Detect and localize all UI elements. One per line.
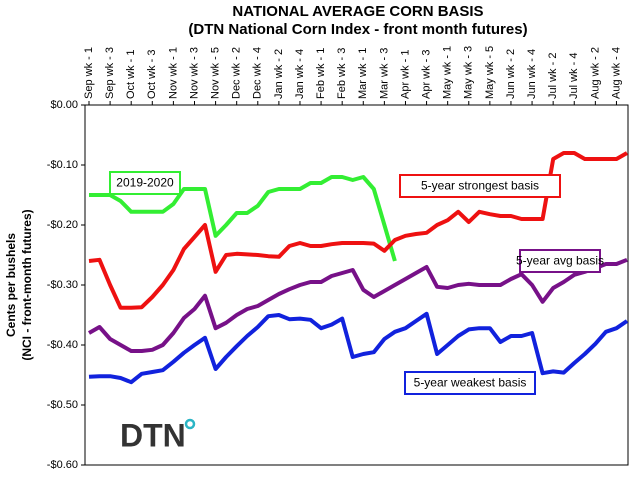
x-tick-label: May wk - 3 [463, 46, 475, 99]
legend-label: 5-year avg basis [516, 254, 604, 268]
x-tick-label: Jun wk - 2 [505, 49, 517, 99]
x-tick-label: May wk - 5 [484, 46, 496, 99]
x-tick-label: May wk - 1 [442, 46, 454, 99]
x-tick-label: Apr wk - 3 [420, 49, 432, 99]
x-tick-label: Feb wk - 1 [315, 48, 327, 99]
y-tick-label: -$0.60 [47, 459, 78, 471]
x-tick-label: Nov wk - 3 [188, 47, 200, 99]
legend-box [404, 371, 536, 395]
x-tick-label: Jan wk - 2 [273, 49, 285, 99]
logo: DTN [120, 417, 186, 453]
x-tick-label: Sep wk - 3 [104, 47, 116, 99]
x-tick-label: Mar wk - 3 [378, 48, 390, 99]
legend-box [519, 249, 601, 273]
chart-title: NATIONAL AVERAGE CORN BASIS [232, 3, 483, 20]
x-tick-label: Nov wk - 1 [167, 47, 179, 99]
x-tick-label: Feb wk - 3 [336, 48, 348, 99]
x-tick-label: Aug wk - 2 [589, 47, 601, 99]
x-tick-label: Oct wk - 3 [146, 49, 158, 99]
plot-frame [84, 104, 629, 466]
legend-label: 5-year strongest basis [421, 179, 539, 193]
x-tick-label: Jun wk - 4 [526, 49, 538, 99]
y-tick-label: $0.00 [50, 99, 78, 111]
y-tick-label: -$0.10 [47, 159, 78, 171]
x-tick-label: Dec wk - 2 [231, 47, 243, 99]
y-axis-label: (NCI - front-month futures) [20, 209, 34, 360]
y-axis-label: Cents per bushels [4, 233, 18, 337]
x-tick-label: Nov wk - 5 [209, 47, 221, 99]
series-line [88, 257, 628, 353]
logo-dot [184, 418, 196, 430]
x-tick-label: Dec wk - 4 [252, 47, 264, 99]
x-tick-label: Oct wk - 1 [125, 49, 137, 99]
x-tick-label: Aug wk - 4 [610, 47, 622, 99]
y-tick-label: -$0.20 [47, 219, 78, 231]
legend-label: 2019-2020 [116, 176, 174, 190]
series-line [88, 151, 628, 310]
y-tick-label: -$0.30 [47, 279, 78, 291]
chart-subtitle: (DTN National Corn Index - front month f… [188, 21, 527, 38]
legend-box [399, 174, 561, 198]
y-tick-label: -$0.40 [47, 339, 78, 351]
series-line [88, 311, 629, 385]
x-tick-label: Jul wk - 2 [547, 53, 559, 99]
x-tick-label: Sep wk - 1 [83, 47, 95, 99]
x-tick-label: Jan wk - 4 [294, 49, 306, 99]
x-tick-label: Mar wk - 1 [357, 48, 369, 99]
legend-box [109, 171, 181, 195]
series-line [89, 175, 397, 262]
x-tick-label: Jul wk - 4 [568, 53, 580, 99]
legend-label: 5-year weakest basis [414, 376, 527, 390]
x-tick-label: Apr wk - 1 [399, 49, 411, 99]
y-tick-label: -$0.50 [47, 399, 78, 411]
